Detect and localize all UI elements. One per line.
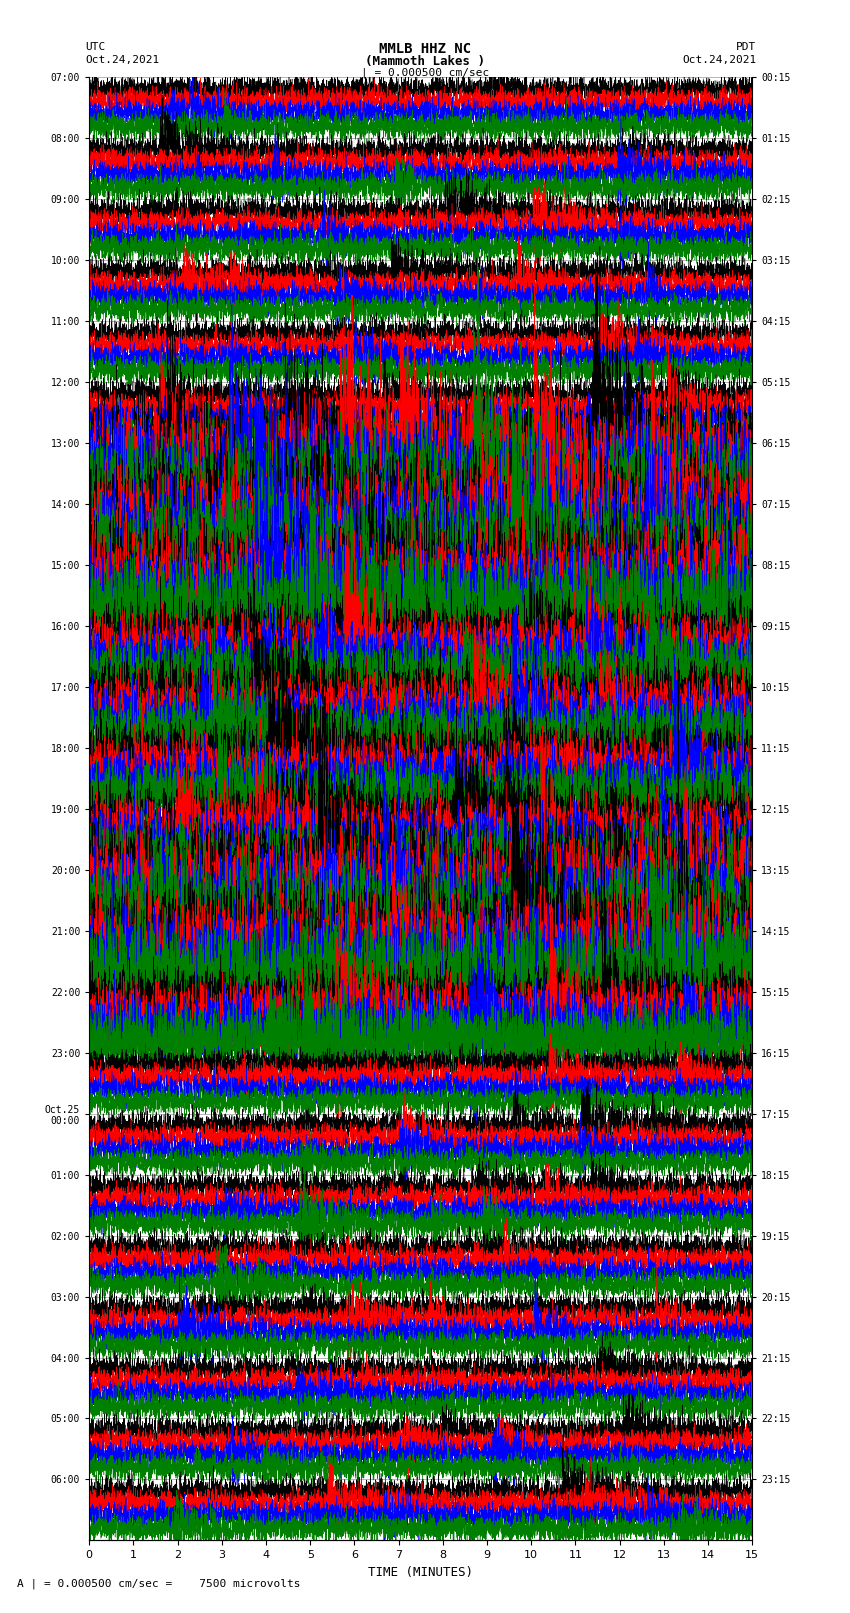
Text: | = 0.000500 cm/sec: | = 0.000500 cm/sec bbox=[361, 68, 489, 79]
Text: PDT: PDT bbox=[736, 42, 756, 52]
Text: (Mammoth Lakes ): (Mammoth Lakes ) bbox=[365, 55, 485, 68]
Text: Oct.24,2021: Oct.24,2021 bbox=[85, 55, 159, 65]
Text: Oct.24,2021: Oct.24,2021 bbox=[683, 55, 756, 65]
Text: UTC: UTC bbox=[85, 42, 105, 52]
Text: MMLB HHZ NC: MMLB HHZ NC bbox=[379, 42, 471, 56]
X-axis label: TIME (MINUTES): TIME (MINUTES) bbox=[368, 1566, 473, 1579]
Text: A | = 0.000500 cm/sec =    7500 microvolts: A | = 0.000500 cm/sec = 7500 microvolts bbox=[17, 1578, 301, 1589]
